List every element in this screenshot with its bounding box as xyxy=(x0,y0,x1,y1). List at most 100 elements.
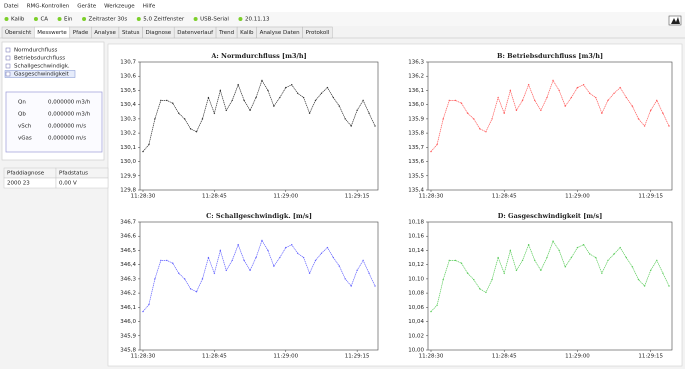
reading-value: 0,000000 m3/h xyxy=(48,112,91,118)
data-point xyxy=(314,99,317,102)
y-tick-label: 346,1 xyxy=(120,305,136,311)
reading-label: Qb xyxy=(18,112,26,118)
data-point xyxy=(668,285,670,287)
tab-label[interactable]: Datenverlauf xyxy=(177,30,214,36)
tab-label[interactable]: Diagnose xyxy=(145,30,171,36)
data-point xyxy=(619,86,621,89)
reading-value: 0,000000 m/s xyxy=(48,136,86,142)
menu-item[interactable]: Hilfe xyxy=(143,4,156,10)
data-point xyxy=(534,259,536,262)
y-tick-label: 10,00 xyxy=(408,348,424,354)
tab-label[interactable]: Trend xyxy=(218,30,234,36)
y-tick-label: 10,10 xyxy=(408,276,424,282)
toolbar-item[interactable]: CA xyxy=(40,17,48,23)
x-tick-label: 11:28:30 xyxy=(131,354,156,360)
y-tick-label: 136,0 xyxy=(408,102,424,108)
data-point xyxy=(189,128,192,130)
data-point xyxy=(662,272,664,274)
data-point xyxy=(231,259,233,262)
data-point xyxy=(637,278,640,281)
y-tick-label: 346,3 xyxy=(120,276,136,282)
data-point xyxy=(154,278,156,280)
data-point xyxy=(172,262,174,264)
data-point xyxy=(607,99,609,102)
data-point xyxy=(442,278,444,281)
plot-area xyxy=(139,61,379,191)
data-point xyxy=(460,262,463,264)
data-point xyxy=(631,105,634,107)
tree-item[interactable]: Gasgeschwindigkeit xyxy=(14,72,70,78)
data-point xyxy=(177,272,180,274)
tab-label[interactable]: Protokoll xyxy=(306,30,330,36)
data-point xyxy=(374,285,376,287)
x-tick-label: 11:28:45 xyxy=(492,194,517,200)
data-point xyxy=(564,266,566,268)
data-point xyxy=(285,246,287,249)
tab-label[interactable]: Kalib xyxy=(240,30,254,36)
data-point xyxy=(448,99,451,102)
tree-selection xyxy=(4,70,76,78)
data-point xyxy=(177,112,180,114)
data-point xyxy=(649,109,652,112)
data-point xyxy=(338,105,341,107)
menu-item[interactable]: Werkzeuge xyxy=(104,4,135,10)
toolbar-item[interactable]: Ein xyxy=(64,17,73,23)
data-point xyxy=(473,118,475,120)
data-point xyxy=(613,92,615,94)
plot-area xyxy=(427,221,673,351)
data-point xyxy=(552,240,554,242)
data-point xyxy=(291,244,293,246)
tab-label[interactable]: Übersicht xyxy=(5,29,32,36)
x-tick-label: 11:28:30 xyxy=(419,194,444,200)
tab-label[interactable]: Analyse xyxy=(94,30,116,36)
toolbar-item[interactable]: Zeitraster 30s xyxy=(89,17,128,23)
menu-item[interactable]: Datei xyxy=(4,4,19,10)
data-point xyxy=(576,246,579,249)
data-point xyxy=(521,99,524,102)
y-tick-label: 135,8 xyxy=(408,131,424,137)
tab-label[interactable]: Status xyxy=(122,30,140,36)
tree-item[interactable]: Schallgeschwindigk. xyxy=(14,64,70,70)
menu-item[interactable]: Geräte xyxy=(77,4,96,10)
data-point xyxy=(279,96,281,99)
data-point xyxy=(637,118,640,120)
y-tick-label: 135,4 xyxy=(408,188,424,194)
data-point xyxy=(479,128,481,130)
tree-item[interactable]: Normdurchfluss xyxy=(14,48,57,54)
table-cell xyxy=(55,177,109,189)
data-point xyxy=(213,112,216,114)
data-point xyxy=(515,109,518,112)
data-point xyxy=(588,92,591,94)
menu-item[interactable]: RMG-Kontrollen xyxy=(27,4,70,10)
toolbar-item[interactable]: USB-Serial xyxy=(200,17,229,23)
y-tick-label: 10,04 xyxy=(408,319,424,325)
data-point xyxy=(515,269,518,272)
toolbar-item[interactable]: 5,0 Zeitfenster xyxy=(143,17,185,23)
x-tick-label: 11:29:00 xyxy=(565,354,590,360)
tab-label[interactable]: Pfade xyxy=(73,30,89,36)
data-point xyxy=(344,278,346,280)
app-icon[interactable] xyxy=(668,15,682,26)
data-point xyxy=(142,310,144,313)
tab-label[interactable]: Messwerte xyxy=(37,30,67,36)
data-point xyxy=(201,278,204,280)
y-tick-label: 346,2 xyxy=(120,291,136,297)
tree-icon xyxy=(5,71,11,77)
tree-item[interactable]: Betriebsdurchfluss xyxy=(14,56,65,62)
toolbar-item[interactable]: 20.11.13 xyxy=(245,17,270,23)
y-tick-label: 129,8 xyxy=(120,188,136,194)
tab-label[interactable]: Analyse Daten xyxy=(260,30,301,36)
y-tick-label: 10,06 xyxy=(408,305,424,311)
tab[interactable] xyxy=(302,26,333,39)
x-tick-label: 11:28:30 xyxy=(419,354,444,360)
data-point xyxy=(430,150,432,153)
data-point xyxy=(454,259,457,262)
data-point xyxy=(643,285,646,287)
data-point xyxy=(368,112,370,114)
data-point xyxy=(576,86,579,89)
table-header: Pfadstatus xyxy=(59,171,88,177)
data-point xyxy=(291,84,293,86)
data-point xyxy=(546,96,548,99)
toolbar-item[interactable]: Kalib xyxy=(11,17,25,23)
